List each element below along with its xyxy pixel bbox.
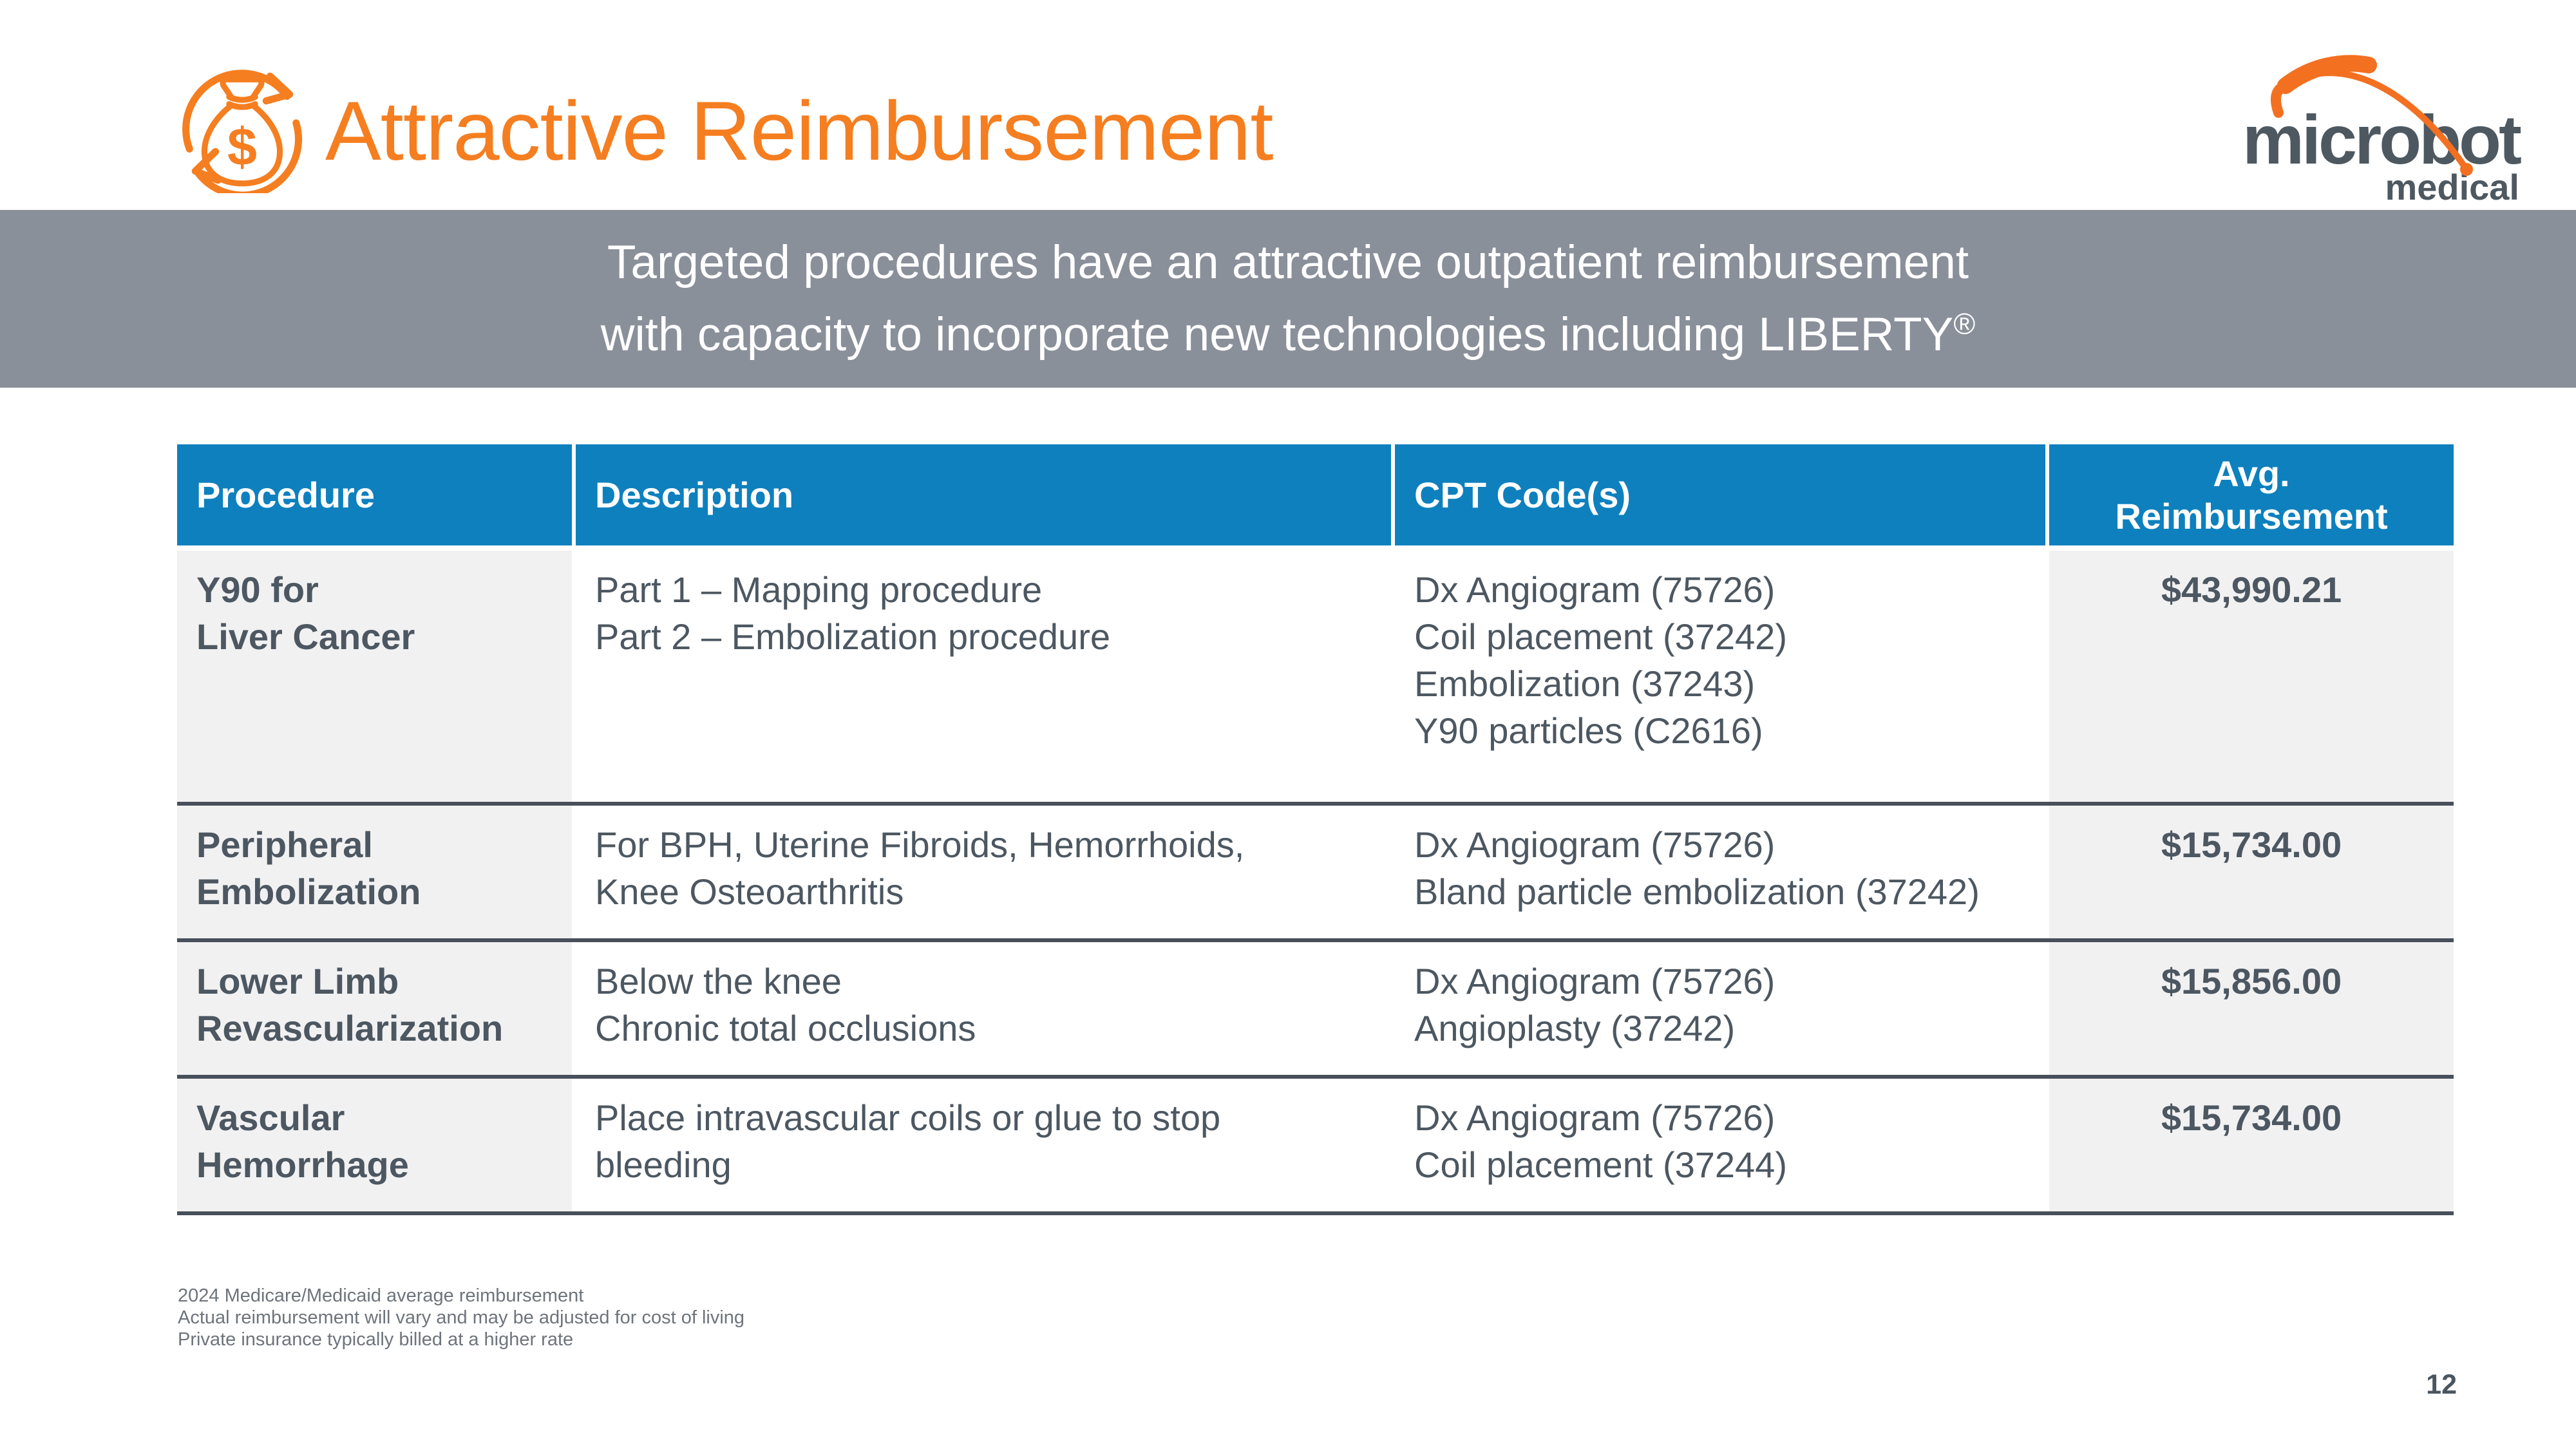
column-header-cpt-codes: CPT Code(s) — [1395, 444, 2045, 545]
banner-line-1: Targeted procedures have an attractive o… — [607, 236, 1969, 289]
cpt-codes-cell: Dx Angiogram (75726) Coil placement (372… — [1395, 551, 2045, 802]
table-row: Lower Limb Revascularization Below the k… — [177, 942, 2454, 1079]
column-header-avg-reimbursement: Avg. Reimbursement — [2049, 444, 2454, 545]
footnote-line: Actual reimbursement will vary and may b… — [178, 1307, 745, 1328]
footnote-line: 2024 Medicare/Medicaid average reimburse… — [178, 1285, 584, 1306]
cpt-codes-cell: Dx Angiogram (75726) Coil placement (372… — [1395, 1079, 2045, 1211]
avg-reimbursement-cell: $15,734.00 — [2049, 806, 2454, 938]
subtitle-banner: Targeted procedures have an attractive o… — [0, 210, 2576, 388]
cpt-codes-cell: Dx Angiogram (75726) Bland particle embo… — [1395, 806, 2045, 938]
footnotes: 2024 Medicare/Medicaid average reimburse… — [178, 1285, 744, 1350]
description-cell: For BPH, Uterine Fibroids, Hemorrhoids, … — [576, 806, 1391, 938]
registered-trademark: ® — [1953, 307, 1976, 341]
cpt-codes-cell: Dx Angiogram (75726) Angioplasty (37242) — [1395, 942, 2045, 1075]
orange-swoosh-icon — [2271, 55, 2473, 176]
procedure-cell: Peripheral Embolization — [177, 806, 572, 938]
column-header-description: Description — [576, 444, 1391, 545]
avg-reimbursement-cell: $43,990.21 — [2049, 551, 2454, 802]
money-bag-cycle-icon: $ — [182, 70, 303, 193]
procedure-cell: Lower Limb Revascularization — [177, 942, 572, 1075]
procedure-cell: Vascular Hemorrhage — [177, 1079, 572, 1211]
logo-tagline: medical — [2385, 167, 2519, 207]
description-cell: Part 1 – Mapping procedure Part 2 – Embo… — [576, 551, 1391, 802]
page-title: Attractive Reimbursement — [325, 84, 1274, 178]
procedure-cell: Y90 for Liver Cancer — [177, 551, 572, 802]
table-row: Peripheral Embolization For BPH, Uterine… — [177, 806, 2454, 942]
page-number: 12 — [2426, 1369, 2457, 1400]
dollar-glyph: $ — [227, 117, 257, 177]
table-header-row: Procedure Description CPT Code(s) Avg. R… — [177, 444, 2454, 545]
footnote-line: Private insurance typically billed at a … — [178, 1329, 574, 1350]
reimbursement-table: Procedure Description CPT Code(s) Avg. R… — [177, 444, 2454, 1215]
description-cell: Place intravascular coils or glue to sto… — [576, 1079, 1391, 1211]
avg-reimbursement-cell: $15,856.00 — [2049, 942, 2454, 1075]
table-row: Vascular Hemorrhage Place intravascular … — [177, 1079, 2454, 1215]
avg-reimbursement-cell: $15,734.00 — [2049, 1079, 2454, 1211]
description-cell: Below the knee Chronic total occlusions — [576, 942, 1391, 1075]
banner-line-2: with capacity to incorporate new technol… — [601, 299, 1976, 371]
banner-line-2-text: with capacity to incorporate new technol… — [600, 308, 1954, 361]
microbot-medical-logo: microbot medical — [2196, 55, 2524, 207]
logo-name: microbot — [2242, 100, 2522, 178]
table-row: Y90 for Liver Cancer Part 1 – Mapping pr… — [177, 551, 2454, 806]
column-header-procedure: Procedure — [177, 444, 572, 545]
